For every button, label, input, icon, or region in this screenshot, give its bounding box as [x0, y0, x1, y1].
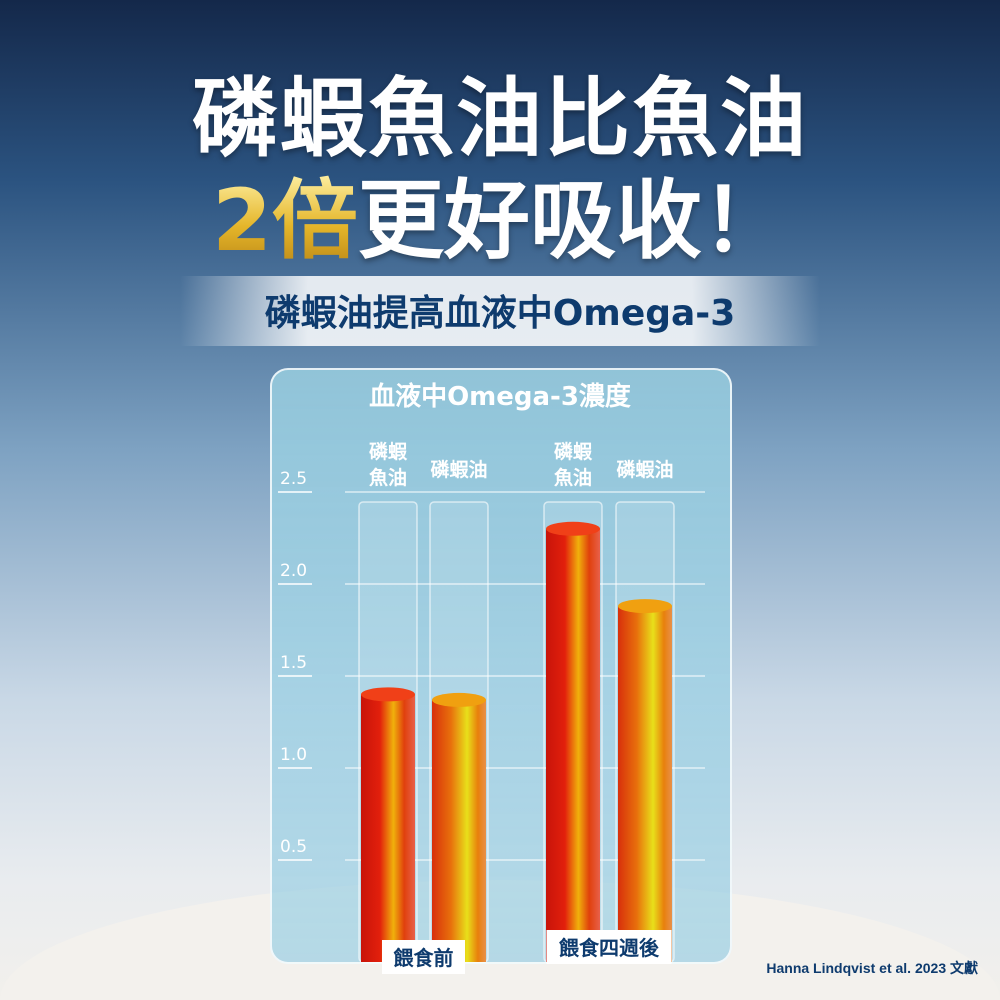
- category-label-box: [546, 930, 672, 964]
- bar-top: [618, 599, 672, 614]
- bar-top: [361, 687, 415, 702]
- category-label-box: [382, 940, 465, 974]
- category-label: 餵食前: [394, 946, 454, 970]
- series-label: 魚油: [369, 466, 407, 489]
- headline-rest: 更好吸收！: [357, 171, 788, 271]
- headline-line2: 2倍更好吸收！: [0, 150, 1000, 275]
- headline-highlight: 2倍: [212, 171, 358, 271]
- series-label: 磷蝦油: [430, 458, 487, 481]
- series-label: 魚油: [554, 466, 592, 489]
- bar-1-1: [361, 694, 415, 962]
- chart-title: 血液中Omega-3濃度: [369, 382, 631, 412]
- y-tick-label: 0.5: [280, 837, 307, 857]
- series-label: 磷蝦: [369, 440, 408, 463]
- y-tick-label: 2.0: [280, 561, 307, 581]
- headline-line1: 磷蝦魚油比魚油: [192, 69, 808, 169]
- y-tick-label: 2.5: [280, 469, 307, 489]
- subtitle: 磷蝦油提高血液中Omega-3: [264, 293, 736, 334]
- bar-2-2: [618, 606, 672, 962]
- bar-top: [546, 521, 600, 536]
- bar-2-1: [432, 699, 486, 962]
- y-tick-label: 1.0: [280, 745, 307, 765]
- category-label: 餵食四週後: [559, 936, 660, 960]
- bar-top: [432, 692, 486, 707]
- bar-1-2: [546, 528, 600, 962]
- series-label: 磷蝦油: [616, 458, 673, 481]
- y-tick-label: 1.5: [280, 653, 307, 673]
- series-label: 磷蝦: [554, 440, 593, 463]
- citation: Hanna Lindqvist et al. 2023 文獻: [766, 960, 978, 976]
- subtitle-band: [180, 276, 820, 346]
